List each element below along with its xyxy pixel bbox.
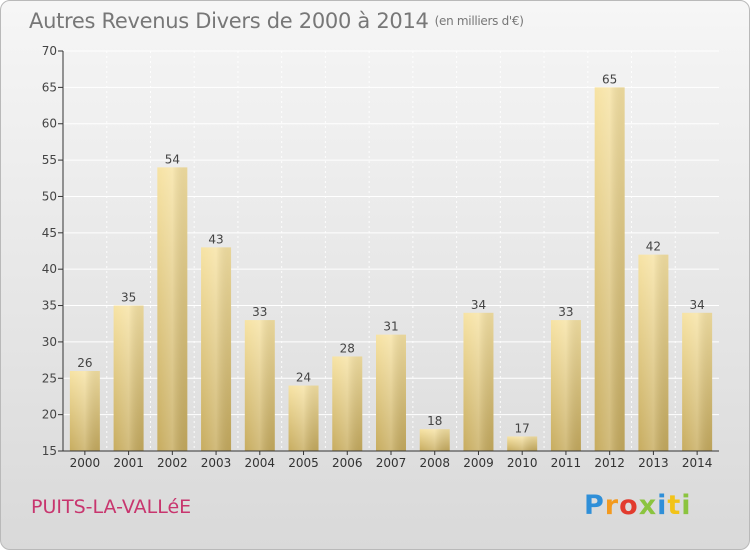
bar-shine: [157, 167, 188, 451]
bar-shine: [376, 334, 406, 451]
bar-shine: [113, 305, 144, 451]
bar-shine: [638, 254, 669, 451]
y-tick-label: 65: [42, 80, 57, 94]
x-tick-label: 2002: [157, 456, 188, 470]
bar-shine: [550, 320, 581, 451]
data-label: 28: [340, 341, 355, 355]
bar-shine: [507, 436, 538, 451]
y-tick-label: 30: [42, 335, 57, 349]
logo-letter: x: [638, 490, 658, 521]
logo-letter: i: [681, 490, 692, 521]
logo-letter: o: [619, 490, 639, 521]
data-label: 34: [689, 298, 704, 312]
data-labels: 26 35 54 43 33 24 28 31 18 34 17 33 65 42 34: [77, 72, 705, 435]
data-label: 34: [471, 298, 486, 312]
data-label: 24: [296, 371, 311, 385]
y-tick-label: 70: [42, 44, 57, 58]
x-tick-label: 2012: [594, 456, 625, 470]
x-tick-label: 2005: [288, 456, 319, 470]
chart-title-text: Autres Revenus Divers de 2000 à 2014: [29, 9, 429, 33]
data-label: 65: [602, 72, 617, 86]
bar-shine: [419, 429, 450, 451]
x-tick-label: 2010: [507, 456, 538, 470]
x-tick-label: 2008: [419, 456, 450, 470]
data-label: 33: [252, 305, 267, 319]
bars: [69, 87, 713, 451]
logo-letter: t: [667, 490, 682, 521]
chart-title: Autres Revenus Divers de 2000 à 2014 (en …: [29, 9, 524, 33]
data-label: 17: [515, 421, 530, 435]
bar-shine: [244, 320, 275, 451]
commune-name: PUITS-LA-VALLéE: [31, 496, 192, 518]
bar-shine: [463, 312, 494, 451]
x-tick-label: 2014: [682, 456, 713, 470]
bar-shine: [594, 87, 625, 451]
y-tick-label: 45: [42, 226, 57, 240]
bar-shine: [682, 312, 713, 451]
y-tick-label: 20: [42, 408, 57, 422]
data-label: 18: [427, 414, 442, 428]
logo-letter: r: [604, 490, 620, 521]
x-tick-label: 2004: [245, 456, 276, 470]
data-label: 33: [558, 305, 573, 319]
x-tick-label: 2009: [463, 456, 494, 470]
x-tick-label: 2003: [201, 456, 232, 470]
data-label: 26: [77, 356, 92, 370]
y-tick-label: 60: [42, 117, 57, 131]
data-label: 54: [165, 152, 180, 166]
y-tick-label: 50: [42, 189, 57, 203]
data-label: 35: [121, 291, 136, 305]
y-tick-label: 55: [42, 153, 57, 167]
y-tick-label: 25: [42, 371, 57, 385]
logo-letter: P: [584, 490, 605, 521]
x-tick-label: 2000: [70, 456, 101, 470]
x-tick-label: 2013: [638, 456, 669, 470]
data-label: 42: [646, 240, 661, 254]
bar-shine: [69, 371, 100, 451]
y-tick-label: 40: [42, 262, 57, 276]
x-tick-label: 2007: [376, 456, 407, 470]
y-tick-label: 35: [42, 299, 57, 313]
proxiti-logo: Proxiti: [584, 490, 692, 521]
x-tick-label: 2006: [332, 456, 363, 470]
bar-shine: [288, 385, 319, 451]
logo-letter: i: [657, 490, 668, 521]
data-label: 31: [383, 320, 398, 334]
chart-unit: (en milliers d'€): [434, 14, 524, 28]
x-tick-label: 2011: [551, 456, 582, 470]
x-tick-label: 2001: [113, 456, 144, 470]
data-label: 43: [208, 232, 223, 246]
bar-shine: [332, 356, 363, 451]
y-tick-label: 15: [42, 444, 57, 458]
bar-shine: [201, 247, 232, 451]
axes: 15 20 25 30 35 40 45 50 55 60 65 70 2000 2001 2002 2003…: [42, 44, 719, 470]
